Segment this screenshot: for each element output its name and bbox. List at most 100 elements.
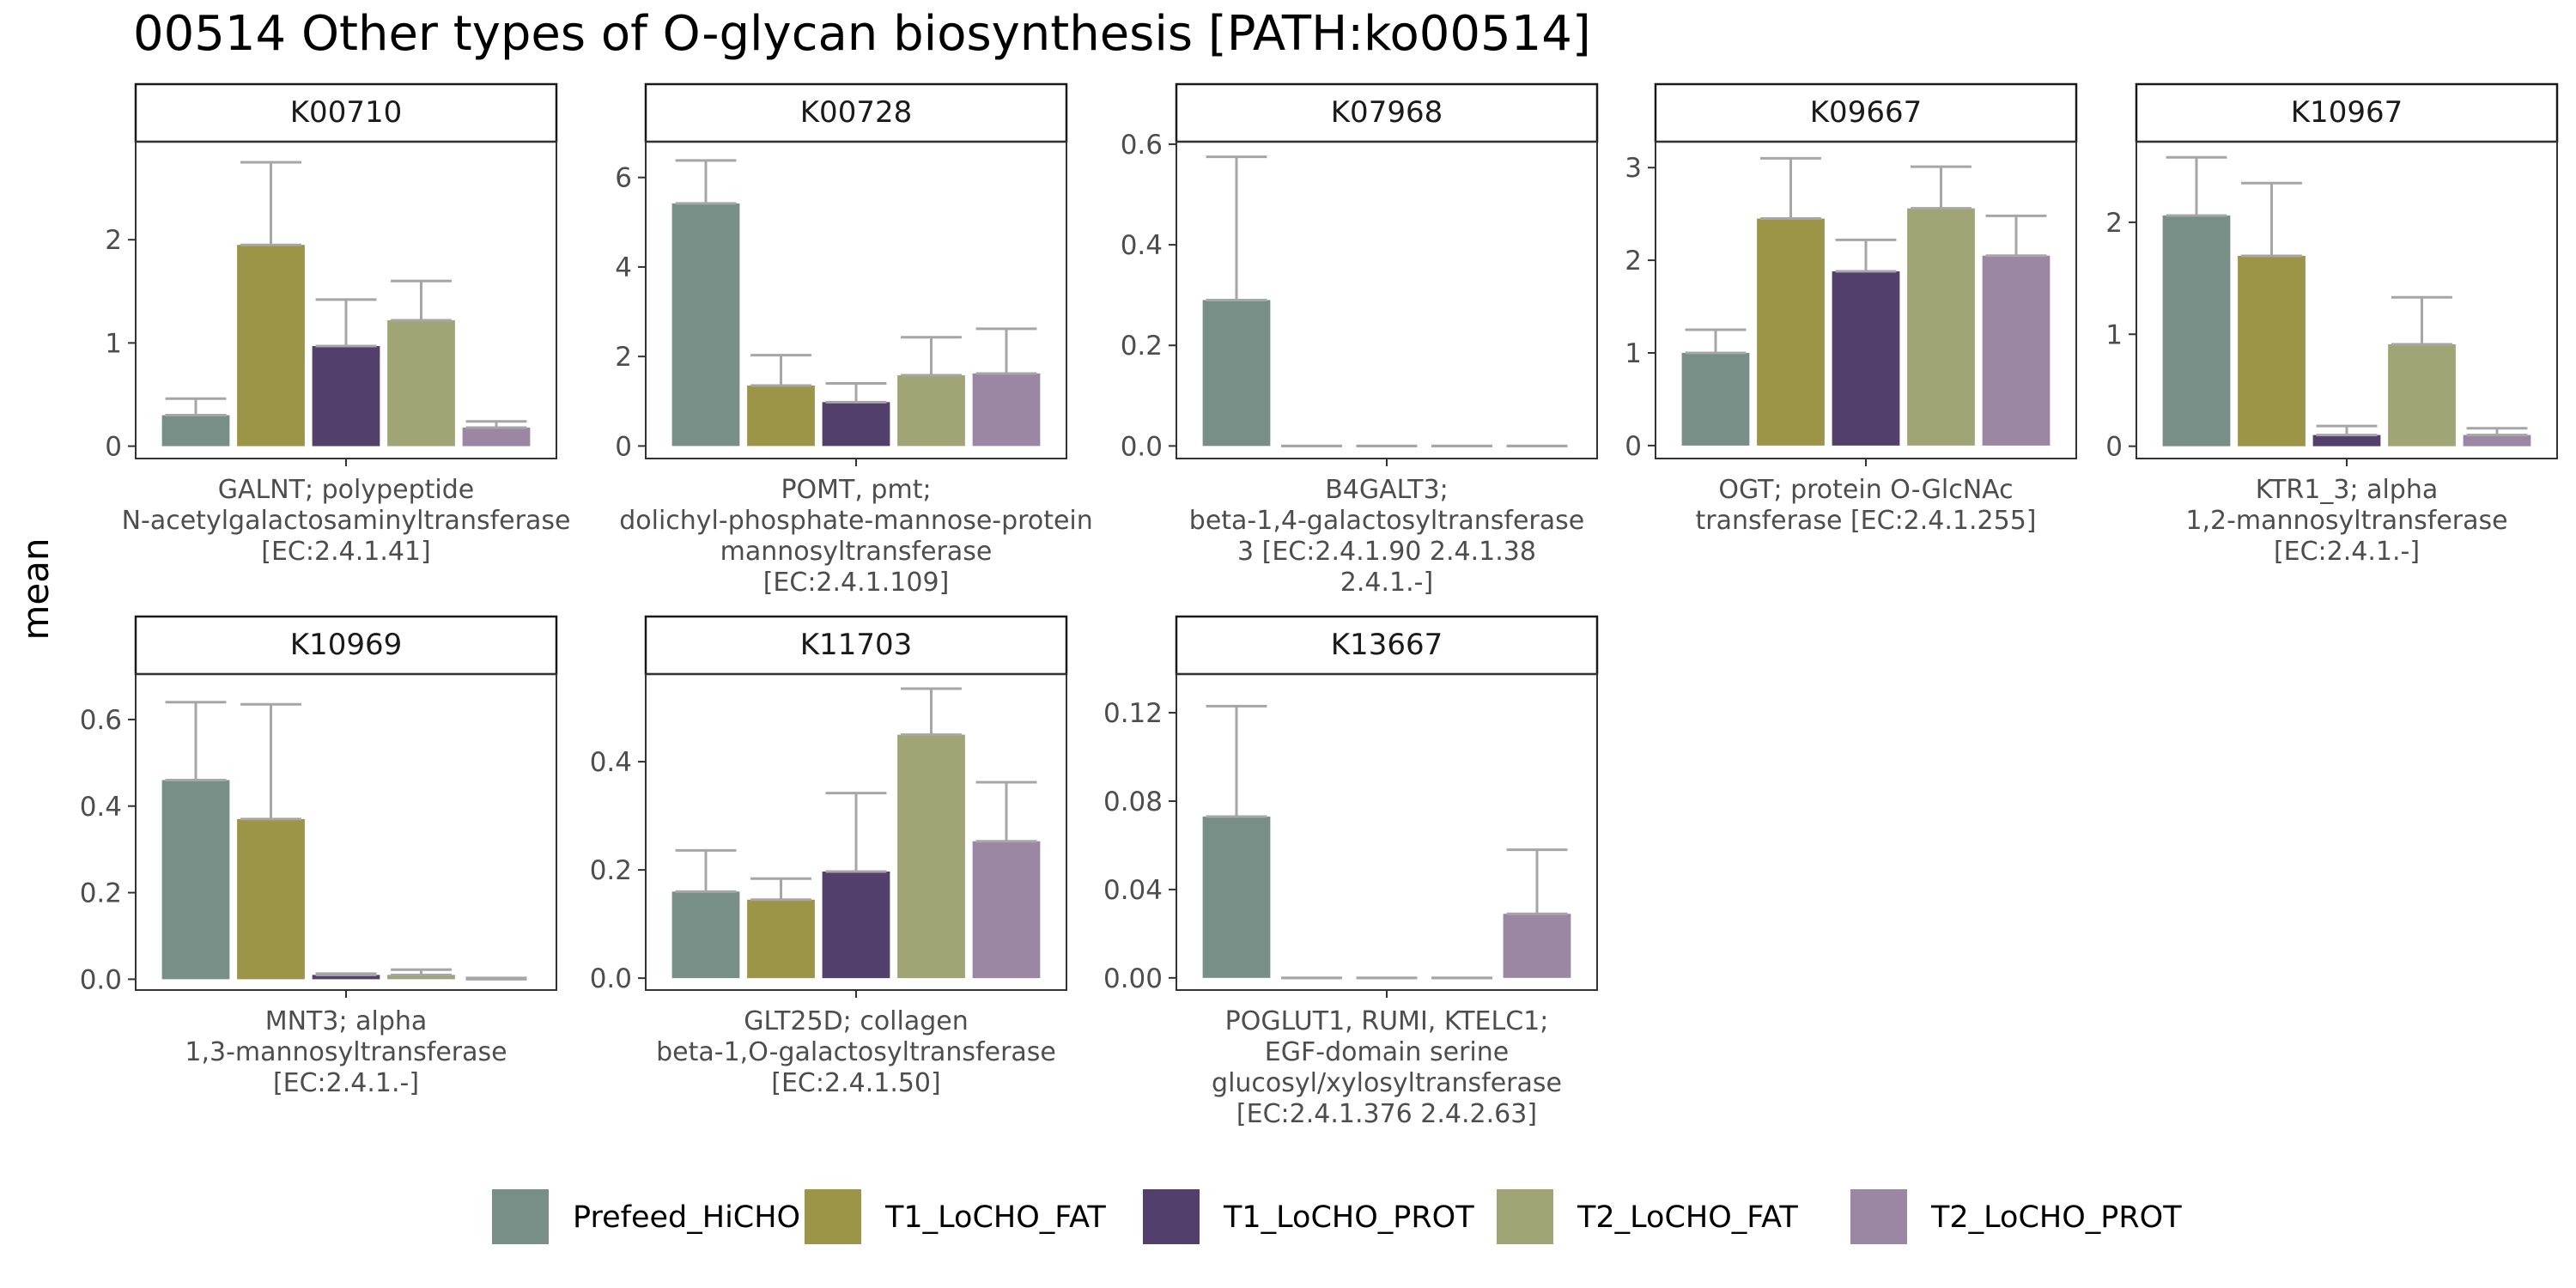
legend-item-T1_LoCHO_PROT: T1_LoCHO_PROT [1143,1189,1474,1244]
y-tick-label: 0.2 [80,878,122,909]
x-axis-label-line: B4GALT3; [1325,475,1449,505]
x-axis-label-line: OGT; protein O-GlcNAc [1718,475,2013,505]
y-tick-label: 0.12 [1103,698,1163,729]
facet-panels: K00710 0 1 2 GALNT; polypeptide N-acetylgalac… [80,82,2559,1129]
legend-label: T1_LoCHO_FAT [884,1200,1106,1235]
panel-K09667: K09667 0 1 2 3 OGT; protein O-GlcNAc transfera… [1625,82,2078,536]
x-axis-label-line: glucosyl/xylosyltransferase [1212,1068,1562,1098]
panel-strip-label: K10967 [2291,95,2403,130]
x-axis-label-line: beta-1,O-galactosyltransferase [656,1037,1056,1067]
legend-item-T1_LoCHO_FAT: T1_LoCHO_FAT [805,1189,1106,1244]
panel-K10967: K10967 0 1 2 KTR1_3; alpha 1,2-mannosyltransf… [2105,82,2559,567]
x-axis-label-line: MNT3; alpha [265,1006,428,1036]
x-axis-label-line: N-acetylgalactosaminyltransferase [122,506,571,536]
bar-T2_LoCHO_FAT [2388,344,2456,447]
y-tick-label: 6 [615,163,632,194]
bar-T1_LoCHO_FAT [747,899,815,979]
panel-strip [1654,82,2078,143]
x-axis-label-line: transferase [EC:2.4.1.255] [1695,506,2036,536]
panel-strip [2135,82,2559,143]
legend: Prefeed_HiCHO T1_LoCHO_FAT T1_LoCHO_PROT T2… [492,1189,2182,1244]
bar-T1_LoCHO_FAT [747,386,815,447]
x-axis-label-line: 1,2-mannosyltransferase [2185,506,2507,536]
bar-T2_LoCHO_FAT [897,734,965,979]
x-axis-label: GLT25D; collagen beta-1,O-galactosyltrans… [656,1006,1056,1098]
y-tick-label: 0.0 [590,963,632,994]
x-axis-label: KTR1_3; alpha 1,2-mannosyltransferase [EC:… [2185,475,2507,567]
y-tick-label: 2 [105,225,122,256]
panel-K11703: K11703 0.0 0.2 0.4 GLT25D; collagen beta-1,O-… [590,615,1068,1098]
bar-Prefeed_HiCHO [1202,816,1271,978]
x-axis-label-line: [EC:2.4.1.50] [771,1068,940,1098]
panel-K10969: K10969 0.0 0.2 0.4 0.6 MNT3; alpha 1,3-mannosy… [80,615,558,1098]
x-axis-label-line: 1,3-mannosyltransferase [185,1037,507,1067]
x-axis-label-line: [EC:2.4.1.-] [2274,537,2420,567]
bar-T1_LoCHO_FAT [2238,255,2306,447]
x-axis-label-line: [EC:2.4.1.109] [763,568,950,598]
y-tick-label: 0.0 [1121,431,1163,462]
chart-title: 00514 Other types of O-glycan biosynthes… [133,6,1591,62]
y-tick-label: 1 [105,328,122,359]
bar-T1_LoCHO_PROT [822,402,890,447]
y-tick-label: 0 [615,431,632,462]
legend-swatch [1143,1189,1200,1244]
y-tick-label: 0 [2105,432,2123,463]
panel-strip [644,615,1068,676]
y-tick-label: 1 [1625,338,1642,369]
panel-K00710: K00710 0 1 2 GALNT; polypeptide N-acetylgalac… [105,82,571,567]
bar-T1_LoCHO_FAT [1757,218,1825,446]
legend-item-Prefeed_HiCHO: Prefeed_HiCHO [492,1189,800,1244]
bar-T2_LoCHO_PROT [1503,914,1571,978]
panel-strip-label: K11703 [800,628,912,662]
panel-K07968: K07968 0.0 0.2 0.4 0.6 B4GALT3; beta-1,4-galac… [1121,82,1599,598]
bar-T2_LoCHO_PROT [972,373,1041,447]
x-axis-label-line: POMT, pmt; [781,475,931,505]
bar-T2_LoCHO_FAT [1907,208,1975,446]
x-axis-label-line: [EC:2.4.1.-] [273,1068,419,1098]
y-tick-label: 0.2 [590,855,632,886]
bar-Prefeed_HiCHO [2162,216,2231,447]
panel-strip [134,82,558,143]
x-axis-label-line: GLT25D; collagen [744,1006,969,1036]
bar-T1_LoCHO_FAT [237,245,305,447]
x-axis-label: GALNT; polypeptide N-acetylgalactosaminyl… [122,475,571,567]
y-tick-label: 2 [2105,208,2123,239]
bar-T1_LoCHO_FAT [237,818,305,980]
y-tick-label: 0.08 [1103,787,1163,817]
y-tick-label: 2 [615,342,632,373]
legend-label: Prefeed_HiCHO [573,1200,800,1235]
x-axis-label: OGT; protein O-GlcNAc transferase [EC:2.4… [1695,475,2036,536]
x-axis-label: MNT3; alpha 1,3-mannosyltransferase [EC:2.… [185,1006,507,1098]
legend-swatch [492,1189,549,1244]
y-tick-label: 0.4 [590,747,632,778]
panel-strip-label: K07968 [1331,95,1443,130]
y-tick-label: 0.0 [80,964,122,995]
panel-strip-label: K10969 [290,628,402,662]
bar-T1_LoCHO_PROT [312,975,380,980]
bar-T2_LoCHO_PROT [2463,434,2531,447]
y-tick-label: 0.2 [1121,331,1163,361]
legend-swatch [1497,1189,1553,1244]
x-axis-label-line: [EC:2.4.1.376 2.4.2.63] [1236,1099,1537,1129]
bar-T2_LoCHO_PROT [462,427,531,447]
bar-T2_LoCHO_PROT [1982,255,2050,446]
x-axis-label: POGLUT1, RUMI, KTELC1; EGF-domain serine g… [1212,1006,1562,1129]
y-tick-label: 0 [105,432,122,463]
panel-strip-label: K13667 [1331,628,1443,662]
y-tick-label: 1 [2105,319,2123,350]
bar-T2_LoCHO_FAT [897,375,965,447]
y-tick-label: 0 [1625,431,1642,462]
y-tick-label: 2 [1625,246,1642,276]
bar-T2_LoCHO_FAT [387,975,455,980]
legend-label: T2_LoCHO_FAT [1577,1200,1798,1235]
x-axis-label-line: beta-1,4-galactosyltransferase [1189,506,1584,536]
bar-Prefeed_HiCHO [1681,353,1750,446]
y-tick-label: 0.4 [80,792,122,823]
legend-swatch [1850,1189,1907,1244]
panel-strip [134,615,558,676]
bar-T1_LoCHO_PROT [822,872,890,979]
x-axis-label-line: 2.4.1.-] [1340,568,1433,598]
x-axis-label-line: POGLUT1, RUMI, KTELC1; [1225,1006,1549,1036]
bar-T2_LoCHO_PROT [972,841,1041,979]
